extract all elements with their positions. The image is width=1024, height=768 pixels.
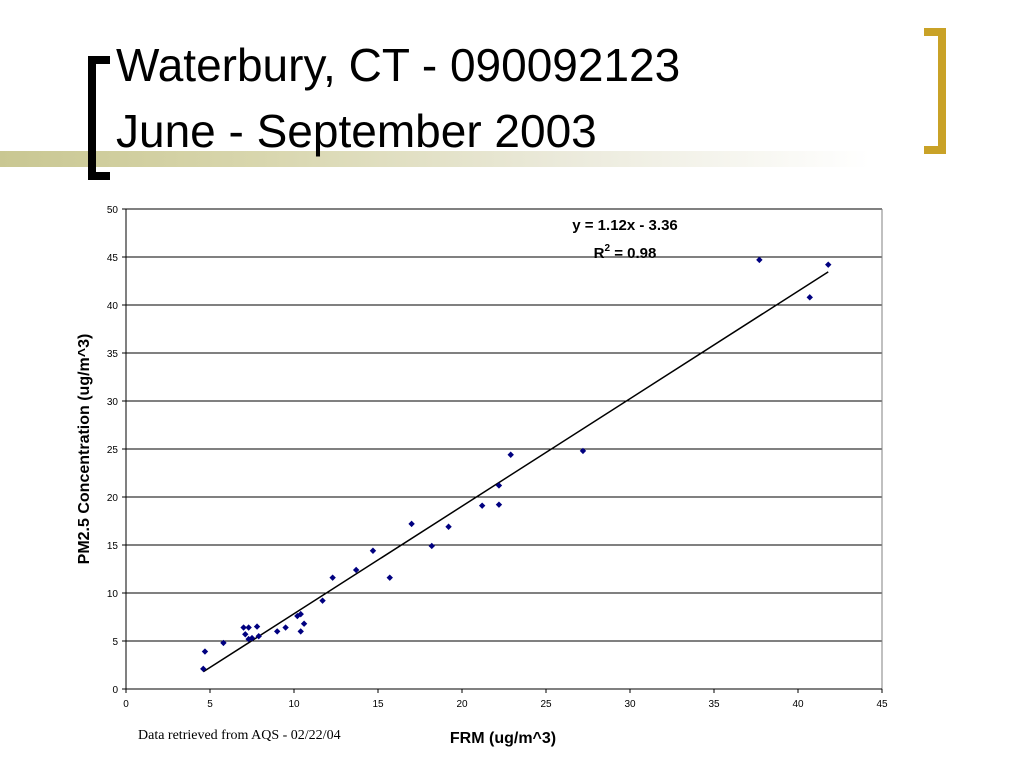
data-point-27 bbox=[507, 451, 514, 458]
y-tick-label-15: 15 bbox=[107, 541, 119, 552]
data-points bbox=[200, 256, 832, 673]
y-tick-label-25: 25 bbox=[107, 445, 119, 456]
x-tick-label-35: 35 bbox=[708, 699, 720, 710]
x-tick-label-25: 25 bbox=[540, 699, 552, 710]
data-point-19 bbox=[369, 547, 377, 554]
data-point-13 bbox=[297, 610, 304, 618]
data-point-2 bbox=[220, 639, 227, 647]
x-tick-label-0: 0 bbox=[123, 699, 129, 710]
data-point-15 bbox=[300, 620, 308, 627]
y-axis-label: PM2.5 Concentration (ug/m^3) bbox=[76, 334, 93, 565]
data-point-28 bbox=[579, 447, 587, 455]
data-point-11 bbox=[282, 624, 289, 631]
r-squared-superscript: 2 bbox=[604, 243, 610, 254]
data-point-0 bbox=[200, 665, 207, 673]
x-tick-label-45: 45 bbox=[876, 699, 888, 710]
data-point-18 bbox=[352, 566, 360, 574]
x-tick-label-20: 20 bbox=[456, 699, 468, 710]
y-tick-label-20: 20 bbox=[107, 493, 119, 504]
data-point-29 bbox=[756, 256, 763, 264]
regression-equation: y = 1.12x - 3.36 bbox=[572, 217, 678, 234]
y-tick-label-50: 50 bbox=[107, 205, 119, 216]
axes bbox=[122, 208, 883, 693]
data-point-6 bbox=[245, 635, 252, 643]
y-tick-label-35: 35 bbox=[107, 349, 119, 360]
data-point-22 bbox=[428, 542, 435, 550]
trendline-group bbox=[202, 271, 829, 673]
x-tick-label-40: 40 bbox=[792, 699, 804, 710]
r-squared-label: R2 = 0.98 bbox=[594, 243, 657, 262]
data-point-5 bbox=[245, 624, 252, 631]
data-point-1 bbox=[201, 648, 209, 655]
trendline bbox=[202, 271, 829, 673]
data-source-note: Data retrieved from AQS - 02/22/04 bbox=[138, 728, 341, 743]
data-point-14 bbox=[297, 628, 304, 635]
right-bracket-decoration bbox=[924, 28, 946, 154]
title-accent-bar bbox=[0, 151, 1024, 167]
data-point-10 bbox=[274, 628, 281, 635]
data-point-9 bbox=[255, 633, 262, 640]
data-point-17 bbox=[329, 574, 336, 581]
slide-title-line2: June - September 2003 bbox=[116, 105, 597, 157]
data-point-20 bbox=[386, 574, 393, 581]
x-tick-label-15: 15 bbox=[372, 699, 384, 710]
data-point-31 bbox=[825, 261, 832, 268]
data-point-24 bbox=[478, 502, 486, 509]
left-bracket-decoration bbox=[88, 56, 110, 180]
data-point-7 bbox=[248, 634, 256, 642]
x-tick-label-30: 30 bbox=[624, 699, 636, 710]
data-point-25 bbox=[495, 482, 503, 489]
data-point-3 bbox=[240, 624, 247, 631]
tick-labels: 0 5 10 15 20 25 30 35 40 45 50 0 5 10 15 20 25 30 35 40 45 bbox=[107, 205, 888, 710]
r-squared-value: = 0.98 bbox=[610, 245, 656, 262]
y-tick-label-30: 30 bbox=[107, 397, 119, 408]
data-point-4 bbox=[242, 631, 249, 638]
data-point-26 bbox=[495, 501, 503, 508]
y-tick-label-10: 10 bbox=[107, 589, 119, 600]
gridlines bbox=[126, 208, 882, 642]
data-point-8 bbox=[253, 623, 261, 630]
y-tick-label-0: 0 bbox=[112, 685, 118, 696]
x-tick-label-10: 10 bbox=[288, 699, 300, 710]
y-tick-label-5: 5 bbox=[112, 637, 118, 648]
r-squared-prefix: R bbox=[594, 245, 605, 262]
slide-title-line1: Waterbury, CT - 090092123 bbox=[116, 39, 681, 91]
y-tick-label-40: 40 bbox=[107, 301, 119, 312]
data-point-23 bbox=[445, 523, 452, 530]
y-tick-label-45: 45 bbox=[107, 253, 119, 264]
data-point-21 bbox=[408, 520, 415, 528]
x-tick-label-5: 5 bbox=[207, 699, 213, 710]
data-point-30 bbox=[806, 294, 813, 301]
x-axis-label: FRM (ug/m^3) bbox=[450, 730, 556, 747]
data-point-16 bbox=[319, 597, 326, 604]
